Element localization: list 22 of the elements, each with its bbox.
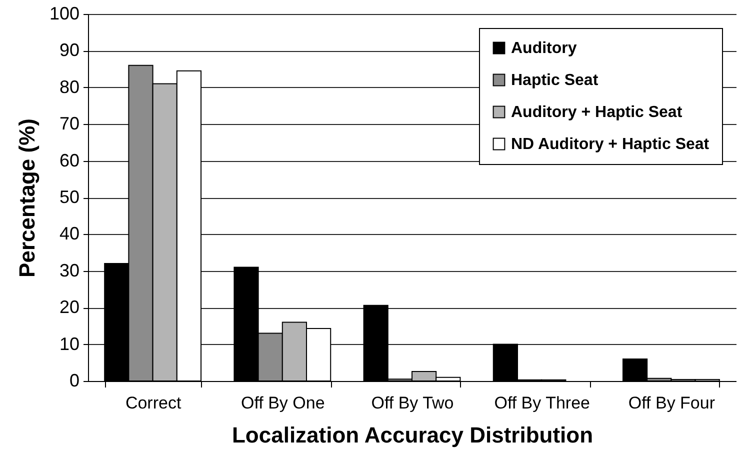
legend-label: Auditory <box>511 40 577 57</box>
y-tick-label: 20 <box>59 297 80 318</box>
y-tick-label: 90 <box>59 40 80 60</box>
legend-label: Haptic Seat <box>511 72 599 89</box>
x-tick-label: Off By Two <box>371 394 454 412</box>
y-tick-label: 10 <box>59 334 80 354</box>
y-tick-label: 80 <box>59 76 80 97</box>
x-tick-label: Off By Four <box>628 394 716 412</box>
legend-label: ND Auditory + Haptic Seat <box>511 136 710 153</box>
x-tick-label: Off By Three <box>494 394 590 412</box>
y-tick-label: 50 <box>59 187 80 207</box>
legend-label: Auditory + Haptic Seat <box>511 104 683 121</box>
y-tick-label: 30 <box>59 260 80 280</box>
y-tick-label: 60 <box>59 150 80 170</box>
x-tick-label: Correct <box>125 394 182 412</box>
y-tick-label: 100 <box>49 4 80 24</box>
y-tick-label: 0 <box>69 370 80 390</box>
x-tick-label: Off By One <box>241 394 325 412</box>
y-tick-label: 40 <box>59 224 80 244</box>
x-axis-title: Localization Accuracy Distribution <box>232 422 594 448</box>
y-tick-label: 70 <box>59 114 80 134</box>
y-axis-title: Percentage (%) <box>14 118 40 278</box>
